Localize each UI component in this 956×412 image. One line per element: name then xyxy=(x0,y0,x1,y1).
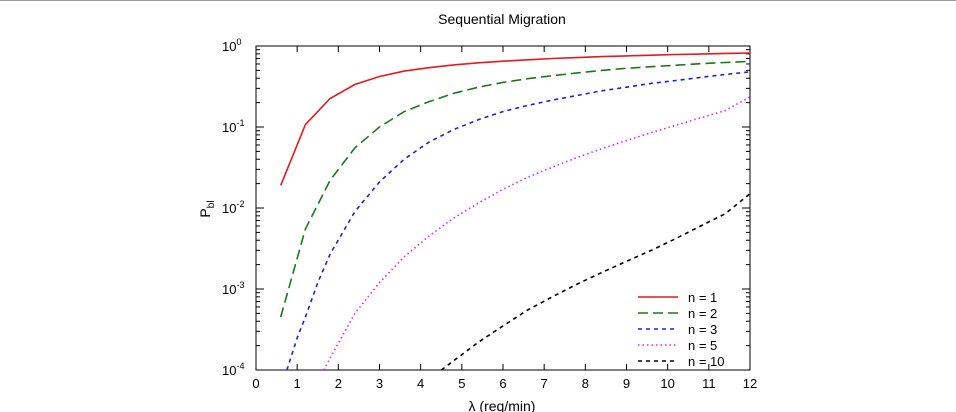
x-tick-label: 6 xyxy=(499,376,506,391)
x-tick-label: 0 xyxy=(252,376,259,391)
series-layer xyxy=(279,52,750,370)
legend: n = 1n = 2n = 3n = 5n = 10 xyxy=(638,290,725,369)
series-line-1 xyxy=(279,52,750,186)
y-tick-label: 10-3 xyxy=(222,280,244,297)
legend-label-3: n = 3 xyxy=(688,322,717,337)
x-tick-label: 12 xyxy=(743,376,757,391)
series-line-3 xyxy=(286,71,750,370)
x-tick-label: 2 xyxy=(335,376,342,391)
x-tick-label: 10 xyxy=(660,376,674,391)
x-tick-label: 7 xyxy=(541,376,548,391)
x-tick-label: 4 xyxy=(417,376,424,391)
legend-label-1: n = 1 xyxy=(688,290,717,305)
x-axis-label: λ (req/min) xyxy=(469,398,536,412)
y-tick-label: 10-2 xyxy=(222,199,244,216)
x-tick-label: 3 xyxy=(376,376,383,391)
x-tick-label: 5 xyxy=(458,376,465,391)
y-axis-label-subscript: bl xyxy=(206,200,217,208)
series-line-5 xyxy=(440,193,750,370)
plot-frame xyxy=(255,45,751,371)
x-tick-label: 11 xyxy=(702,376,716,391)
top-rule xyxy=(0,0,956,1)
x-tick-label: 8 xyxy=(582,376,589,391)
legend-label-2: n = 2 xyxy=(688,306,717,321)
x-tick-label: 1 xyxy=(294,376,301,391)
y-tick-label: 10-1 xyxy=(222,118,244,135)
legend-label-4: n = 5 xyxy=(688,338,717,353)
y-axis-label: Pbl xyxy=(197,200,217,217)
legend-label-5: n = 10 xyxy=(688,354,725,369)
series-line-2 xyxy=(279,60,750,318)
y-axis-label-base: P xyxy=(197,208,213,217)
y-tick-label: 10-4 xyxy=(222,361,244,378)
chart-title: Sequential Migration xyxy=(438,11,566,27)
series-line-4 xyxy=(323,96,750,370)
x-tick-label: 9 xyxy=(623,376,630,391)
y-tick-label: 100 xyxy=(222,37,241,54)
